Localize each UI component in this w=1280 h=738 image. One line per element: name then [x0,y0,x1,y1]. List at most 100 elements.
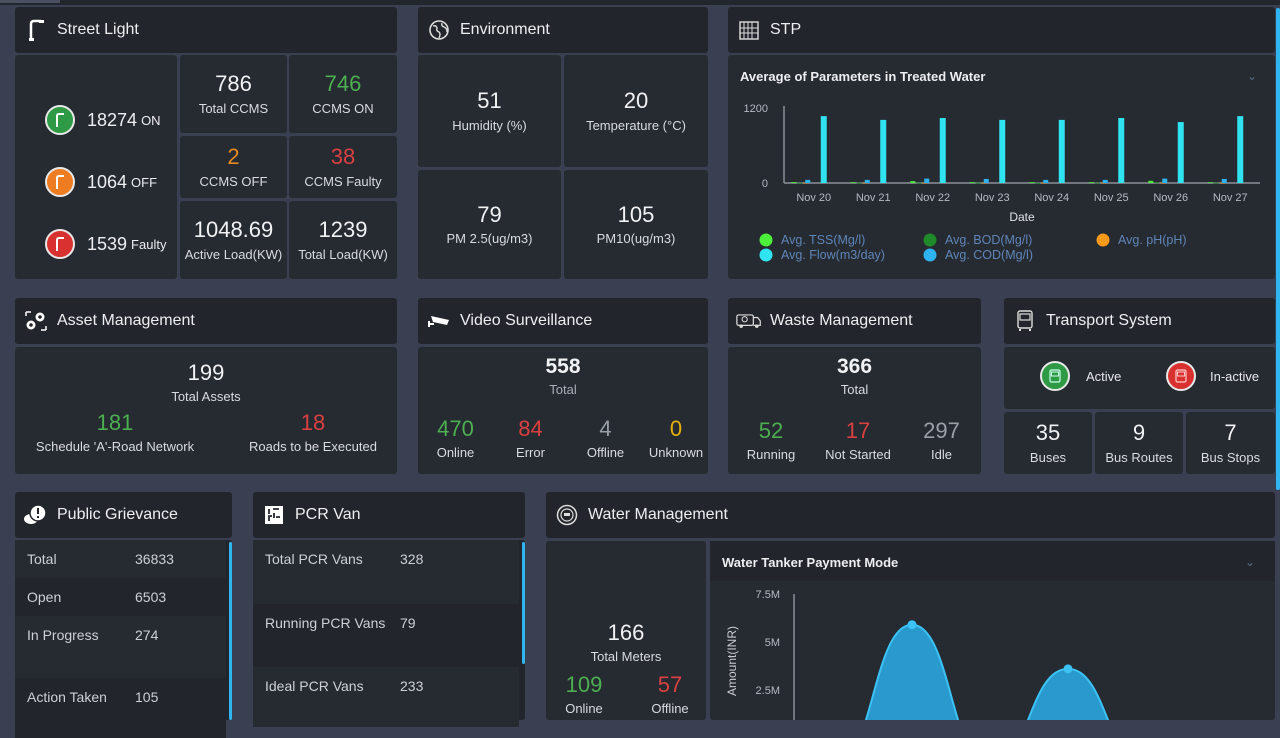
street-light-header[interactable]: Street Light [15,7,397,53]
bus-active-icon [1040,361,1070,391]
area-fill [865,624,1109,720]
pm10-tile[interactable]: 105 PM10(ug/m3) [564,170,708,279]
grievance-row-in-progress[interactable]: In Progress 274 [15,616,226,678]
transport-header[interactable]: Transport System [1004,298,1275,344]
page-scrollbar[interactable] [1276,8,1280,490]
grievance-scrollbar[interactable] [229,542,232,720]
lights-off-row[interactable]: 1064 OFF [45,167,157,197]
ccms-on-value: 746 [324,71,362,97]
bar-avgflowmday [939,118,946,183]
globe-icon [426,17,452,43]
garbage-truck-icon [736,308,762,334]
bar-avgcodmgl [1221,178,1227,183]
pcr-row-value: 233 [400,678,424,694]
vehicles-idle[interactable]: 297 Idle [902,418,981,463]
lights-faulty-row[interactable]: 1539 Faulty [45,229,166,259]
top-tab[interactable] [0,0,60,3]
stp-chart-dropdown-chevron-icon[interactable]: ⌄ [1246,69,1257,83]
bus-stops-tile[interactable]: 7 Bus Stops [1186,412,1275,474]
ccms-faulty-label: CCMS Faulty [304,173,382,189]
ccms-off-tile[interactable]: 2 CCMS OFF [180,136,287,198]
data-point [1063,664,1073,674]
temperature-tile[interactable]: 20 Temperature (°C) [564,55,708,167]
bar-avgcodmgl [1102,179,1108,183]
ccms-faulty-tile[interactable]: 38 CCMS Faulty [289,136,397,198]
meters-online[interactable]: 109 Online [546,672,622,716]
pcr-row-total[interactable]: Total PCR Vans 328 [253,540,519,604]
cameras-total[interactable]: 558 Total [418,355,708,397]
bar-avgbodmgl [1154,182,1160,184]
buses-tile[interactable]: 35 Buses [1004,412,1092,474]
pm10-label: PM10(ug/m3) [596,231,676,247]
total-load-tile[interactable]: 1239 Total Load(KW) [289,201,397,279]
bar-avgcodmgl [924,178,930,183]
cameras-online[interactable]: 470 Online [418,416,493,460]
pcr-van-scrollbar[interactable] [522,542,525,664]
bar-avgflowmday [1177,122,1184,183]
legend-marker [1096,233,1110,247]
road-network[interactable]: 181 Schedule 'A'-Road Network [15,410,215,454]
bar-avgbodmgl [797,182,803,184]
pcr-row-label: Ideal PCR Vans [265,678,364,694]
total-ccms-tile[interactable]: 786 Total CCMS [180,55,287,133]
water-tanker-dropdown-chevron-icon[interactable]: ⌄ [1244,555,1255,569]
grievance-row-total[interactable]: Total 36833 [15,540,226,578]
pm10-value: 105 [617,201,655,227]
transport-inactive[interactable]: In-active [1166,361,1259,391]
bar-avgcodmgl [1043,179,1049,183]
cameras-error-label: Error [516,445,545,461]
environment-header[interactable]: Environment [418,7,708,53]
roads-to-execute[interactable]: 18 Roads to be Executed [215,410,411,454]
cameras-unknown[interactable]: 0 Unknown [640,416,712,461]
pcr-row-running[interactable]: Running PCR Vans 79 [253,604,519,667]
asset-management-header[interactable]: Asset Management [15,298,397,344]
video-surveillance-card: Video Surveillance 558 Total 470 Online 8… [418,298,708,474]
data-point [907,620,917,630]
water-management-header[interactable]: Water Management [546,492,1275,538]
pm25-tile[interactable]: 79 PM 2.5(ug/m3) [418,170,561,279]
cameras-unknown-label: Unknown [648,445,704,461]
bar-avgbodmgl [1213,182,1219,184]
vehicles-running[interactable]: 52 Running [728,418,814,462]
pcr-row-ideal[interactable]: Ideal PCR Vans 233 [253,667,519,727]
bus-routes-tile[interactable]: 9 Bus Routes [1095,412,1183,474]
x-tick-label: Nov 21 [856,192,891,204]
pcr-van-card: PCR Van Total PCR Vans 328 Running PCR Va… [253,492,525,727]
pcr-van-header[interactable]: PCR Van [253,492,525,538]
grievance-row-open[interactable]: Open 6503 [15,578,226,616]
stp-header[interactable]: STP [728,7,1275,53]
meters-offline[interactable]: 57 Offline [632,672,708,716]
total-assets-label: Total Assets [171,389,241,405]
water-tanker-chart-title: Water Tanker Payment Mode [722,555,899,570]
transport-active[interactable]: Active [1040,361,1121,391]
total-meters[interactable]: 166 Total Meters [546,620,706,664]
video-surveillance-header[interactable]: Video Surveillance [418,298,708,344]
grievance-row-action-taken[interactable]: Action Taken 105 [15,678,226,738]
cameras-offline-label: Offline [586,445,625,461]
pcr-van-list: Total PCR Vans 328 Running PCR Vans 79 Ide… [253,540,525,727]
lamp-faulty-icon [45,229,75,259]
vehicles-not-started[interactable]: 17 Not Started [814,418,902,462]
temperature-value: 20 [623,88,649,114]
pcr-row-value: 328 [400,551,424,567]
x-tick-label: Nov 25 [1094,192,1129,204]
bar-avgcodmgl [864,179,870,183]
top-bar [0,0,1280,5]
vehicles-total[interactable]: 366 Total [728,355,981,397]
cameras-error[interactable]: 84 Error [493,416,568,461]
public-grievance-header[interactable]: Public Grievance [15,492,232,538]
cameras-offline[interactable]: 4 Offline [568,416,643,461]
vehicles-idle-label: Idle [931,447,952,463]
environment-card: Environment 51 Humidity (%) 20 Temperature… [418,7,708,279]
bar-avgtssmgl [1088,182,1094,184]
water-management-title: Water Management [588,506,728,523]
active-load-tile[interactable]: 1048.69 Active Load(KW) [180,201,287,279]
waste-management-header[interactable]: Waste Management [728,298,981,344]
humidity-tile[interactable]: 51 Humidity (%) [418,55,561,167]
total-assets[interactable]: 199 Total Assets [15,360,397,405]
lights-on-row[interactable]: 18274 ON [45,105,161,135]
bar-avgcodmgl [1162,178,1168,183]
x-tick-label: Nov 24 [1034,192,1069,204]
ccms-on-tile[interactable]: 746 CCMS ON [289,55,397,133]
stp-title: STP [770,21,802,38]
